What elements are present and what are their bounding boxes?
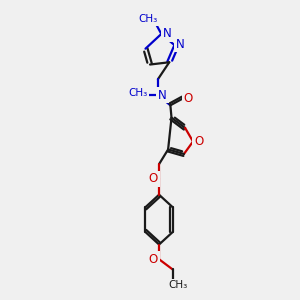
Text: O: O — [149, 253, 158, 266]
Text: CH₃: CH₃ — [138, 14, 158, 24]
Text: O: O — [149, 172, 158, 185]
Text: N: N — [163, 28, 171, 40]
Text: CH₃: CH₃ — [128, 88, 147, 98]
Text: N: N — [158, 88, 167, 102]
Text: N: N — [176, 38, 185, 51]
Text: CH₃: CH₃ — [169, 280, 188, 290]
Text: O: O — [184, 92, 193, 105]
Text: O: O — [194, 135, 203, 148]
